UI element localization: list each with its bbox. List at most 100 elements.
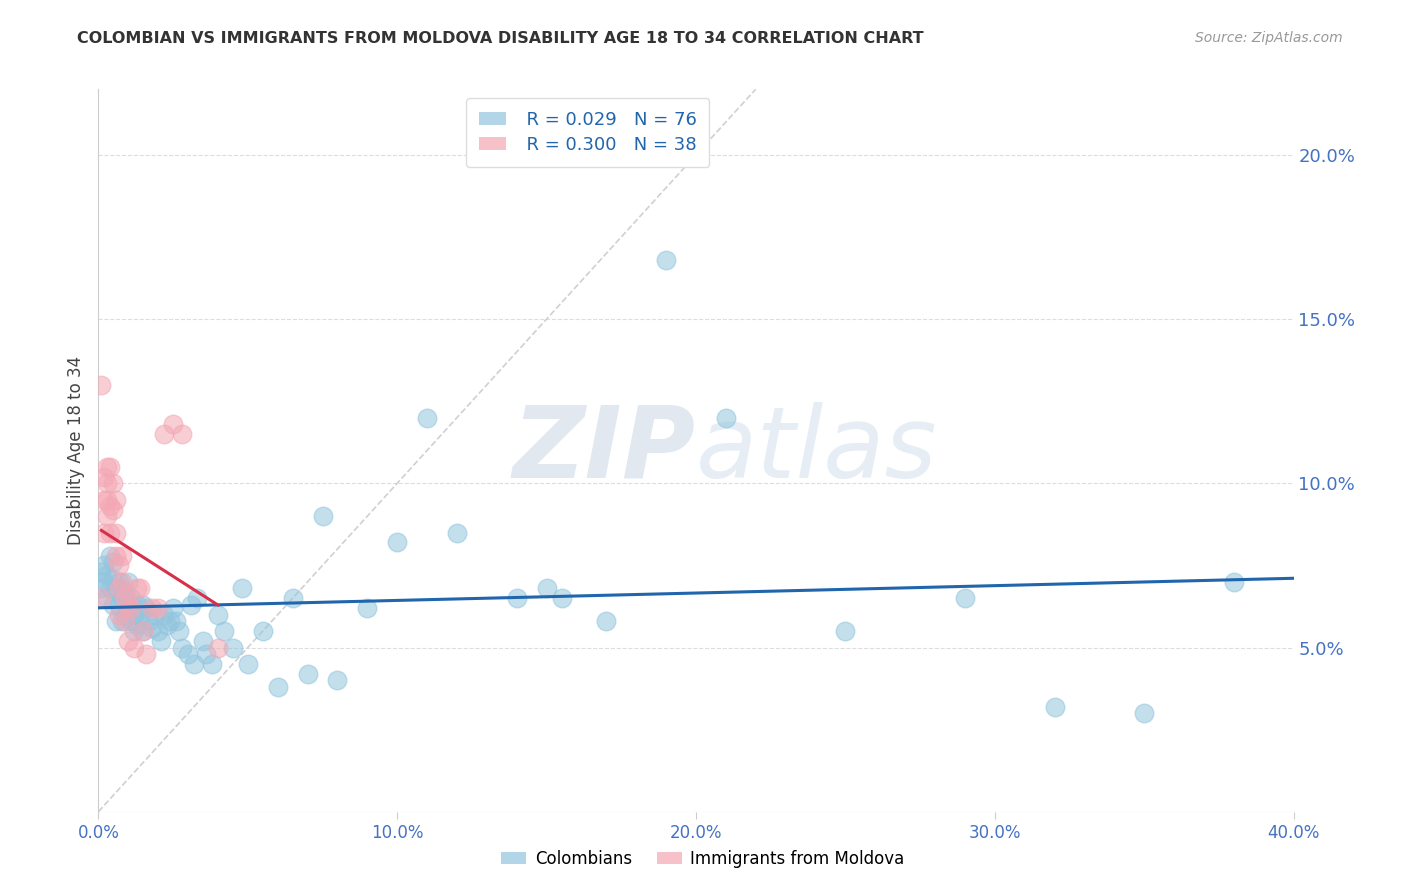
Point [117, 634, 139, 648]
Point [953, 591, 976, 606]
Point [132, 624, 155, 639]
Point [108, 558, 131, 573]
Point [98, 500, 122, 514]
Point [111, 549, 134, 563]
Point [96, 509, 118, 524]
Point [124, 607, 146, 622]
Point [124, 624, 146, 639]
Point [156, 617, 179, 632]
Point [129, 607, 152, 622]
Point [212, 624, 235, 639]
Point [93, 574, 115, 589]
Point [201, 657, 224, 671]
Point [172, 427, 194, 442]
Point [153, 427, 176, 442]
Point [148, 624, 170, 639]
Point [1223, 574, 1246, 589]
Point [117, 574, 139, 589]
Point [90, 582, 112, 596]
Point [105, 549, 128, 563]
Point [105, 492, 128, 507]
Point [536, 582, 558, 596]
Point [297, 666, 319, 681]
Point [159, 614, 181, 628]
Point [114, 607, 136, 622]
Point [124, 640, 146, 655]
Point [90, 377, 112, 392]
Point [252, 624, 274, 639]
Point [117, 598, 139, 612]
Point [120, 591, 142, 606]
Point [103, 555, 125, 569]
Legend: Colombians, Immigrants from Moldova: Colombians, Immigrants from Moldova [495, 844, 911, 875]
Y-axis label: Disability Age 18 to 34: Disability Age 18 to 34 [66, 356, 84, 545]
Point [105, 525, 128, 540]
Point [132, 624, 155, 639]
Point [117, 601, 139, 615]
Point [98, 525, 122, 540]
Point [311, 509, 333, 524]
Point [177, 647, 200, 661]
Point [267, 680, 290, 694]
Point [195, 647, 218, 661]
Point [129, 582, 152, 596]
Point [231, 582, 253, 596]
Point [135, 601, 157, 615]
Point [105, 582, 128, 596]
Point [207, 640, 229, 655]
Point [103, 572, 125, 586]
Point [162, 417, 184, 432]
Point [96, 476, 118, 491]
Point [183, 657, 205, 671]
Point [1043, 699, 1066, 714]
Point [326, 673, 349, 688]
Point [1133, 706, 1156, 721]
Point [96, 492, 118, 507]
Point [108, 607, 131, 622]
Point [120, 601, 142, 615]
Point [103, 502, 125, 516]
Text: COLOMBIAN VS IMMIGRANTS FROM MOLDOVA DISABILITY AGE 18 TO 34 CORRELATION CHART: COLOMBIAN VS IMMIGRANTS FROM MOLDOVA DIS… [77, 31, 924, 46]
Point [167, 624, 190, 639]
Point [93, 558, 115, 573]
Point [165, 614, 187, 628]
Point [108, 582, 131, 596]
Point [111, 591, 134, 606]
Point [141, 601, 163, 615]
Point [595, 614, 617, 628]
Point [103, 598, 125, 612]
Point [207, 607, 229, 622]
Point [127, 598, 149, 612]
Point [834, 624, 856, 639]
Point [186, 591, 208, 606]
Point [93, 492, 115, 507]
Point [385, 535, 409, 549]
Point [356, 601, 378, 615]
Point [108, 574, 131, 589]
Point [111, 614, 134, 628]
Point [150, 634, 173, 648]
Point [236, 657, 259, 671]
Legend:   R = 0.029   N = 76,   R = 0.300   N = 38: R = 0.029 N = 76, R = 0.300 N = 38 [465, 98, 709, 167]
Point [143, 607, 166, 622]
Point [96, 591, 118, 606]
Point [127, 617, 149, 632]
Point [108, 598, 131, 612]
Point [98, 582, 122, 596]
Point [114, 591, 136, 606]
Point [132, 598, 155, 612]
Point [141, 621, 163, 635]
Point [506, 591, 529, 606]
Point [172, 640, 194, 655]
Point [93, 525, 115, 540]
Point [96, 459, 118, 474]
Point [114, 584, 136, 599]
Point [655, 252, 678, 267]
Point [90, 591, 112, 606]
Point [416, 410, 439, 425]
Point [90, 565, 112, 579]
Text: Source: ZipAtlas.com: Source: ZipAtlas.com [1195, 31, 1343, 45]
Point [103, 476, 125, 491]
Point [127, 582, 149, 596]
Point [93, 469, 115, 483]
